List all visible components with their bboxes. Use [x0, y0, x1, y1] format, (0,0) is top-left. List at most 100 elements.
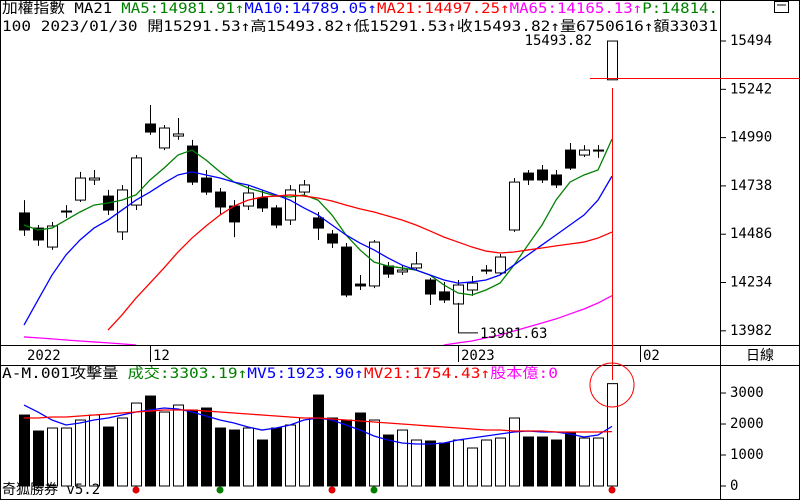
candle-body [285, 189, 296, 221]
candle-body [467, 282, 478, 291]
volume-bar [271, 427, 282, 487]
legend-entry: MA65:14165.13↑ [510, 1, 643, 17]
footer: 奇狐勝券 v5.2 [2, 481, 100, 498]
y-tick-label: 14486 [730, 226, 772, 242]
window-icon[interactable] [774, 1, 789, 13]
candle-body [537, 169, 548, 181]
chart-title: 加權指數 MA21 [2, 1, 112, 17]
chart-subtitle: 100 2023/01/30 開15291.53↑高15493.82↑低1529… [2, 18, 718, 35]
candle-body [61, 210, 72, 213]
volume-bar [341, 419, 352, 487]
volume-bar [173, 404, 184, 487]
volume-bar [201, 407, 212, 487]
signal-dot [328, 486, 336, 494]
y-tick-label: 2000 [730, 416, 764, 432]
candle-body [355, 283, 366, 287]
labels: 15494 15242 14990 14738 14486 14234 13982 2022 1… [27, 33, 772, 494]
ma-line [24, 409, 613, 433]
candle-body [607, 40, 618, 81]
volume-bar [481, 439, 492, 487]
x-tick-label: 12 [153, 348, 170, 364]
y-tick-label: 1000 [730, 447, 764, 463]
volume-bar [229, 429, 240, 487]
volume-bar [131, 402, 142, 487]
y-tick-label: 14234 [730, 275, 772, 291]
volume-bar [257, 439, 268, 487]
y-tick-label: 0 [730, 478, 738, 494]
low-label: 13981.63 [480, 326, 547, 342]
signal-dot [132, 486, 140, 494]
volume-title: A-M.001攻擊量 [2, 365, 118, 382]
volume-bar [537, 436, 548, 487]
legend-entry: MA5:14981.91↑ [121, 1, 244, 17]
period-label: 日線 [746, 348, 774, 364]
candle-body [47, 225, 58, 248]
candle-body [75, 177, 86, 201]
candle-body [257, 197, 268, 209]
x-tick-label: 02 [643, 348, 660, 364]
volume-bar [285, 424, 296, 487]
price-plot [19, 40, 618, 345]
low-leader [458, 302, 478, 334]
y-tick-label: 14990 [730, 130, 772, 146]
volume-plot [19, 383, 618, 487]
volume-bar [355, 412, 366, 487]
highlight-circle [589, 362, 635, 408]
y-tick-label: 15494 [730, 33, 772, 49]
volume-bar [61, 427, 72, 487]
legend-entry: MV21:1754.43↑ [364, 366, 490, 382]
candle-body [439, 291, 450, 301]
volume-bar [215, 427, 226, 487]
legend-entry: MV5:1923.90↑ [247, 366, 364, 382]
volume-bar [453, 439, 464, 487]
candle-body [19, 212, 30, 231]
x-tick-label: 2023 [461, 348, 495, 364]
candle-body [33, 227, 44, 241]
volume-bar [47, 427, 58, 487]
volume-bar [579, 437, 590, 487]
candle-body [523, 172, 534, 181]
high-label: 15493.82 [525, 33, 592, 49]
volume-bar [467, 447, 478, 487]
volume-bar [565, 431, 576, 487]
x-tick-label: 2022 [27, 348, 61, 364]
candle-body [173, 133, 184, 137]
volume-header: A-M.001攻擊量 成交:3303.19↑ MV5:1923.90↑ MV21:17… [2, 365, 558, 382]
candle-body [159, 127, 170, 149]
volume-bar [19, 414, 30, 487]
legend-entry: MA21:14497.25↑ [377, 1, 510, 17]
candle-body [215, 191, 226, 208]
candle-body [411, 263, 422, 269]
candle-body [201, 177, 212, 193]
volume-bar [509, 417, 520, 487]
extra-label: P:14814. [642, 1, 718, 17]
volume-bar [187, 409, 198, 487]
candle-body [131, 157, 142, 206]
candle-body [425, 279, 436, 295]
signal-dot [608, 486, 616, 494]
signal-dot [216, 486, 224, 494]
candle-body [551, 174, 562, 186]
volume-bar [33, 430, 44, 487]
candle-body [593, 149, 604, 152]
legend-entry: MA10:14789.05↑ [244, 1, 377, 17]
candle-body [565, 149, 576, 169]
candle-body [145, 123, 156, 133]
volume-bar [495, 437, 506, 487]
volume-bar [607, 383, 618, 487]
candle-body [341, 246, 352, 296]
volume-bar [243, 427, 254, 487]
volume-bar [425, 440, 436, 487]
candle-body [299, 184, 310, 193]
candle-body [313, 217, 324, 229]
volume-bar [411, 439, 422, 487]
value-label: 成交:3303.19↑ [128, 365, 248, 382]
volume-bar [75, 419, 86, 487]
volume-bar [397, 429, 408, 487]
candle-body [271, 207, 282, 226]
volume-bar [159, 411, 170, 487]
signal-dot [370, 486, 378, 494]
volume-bar [439, 442, 450, 487]
